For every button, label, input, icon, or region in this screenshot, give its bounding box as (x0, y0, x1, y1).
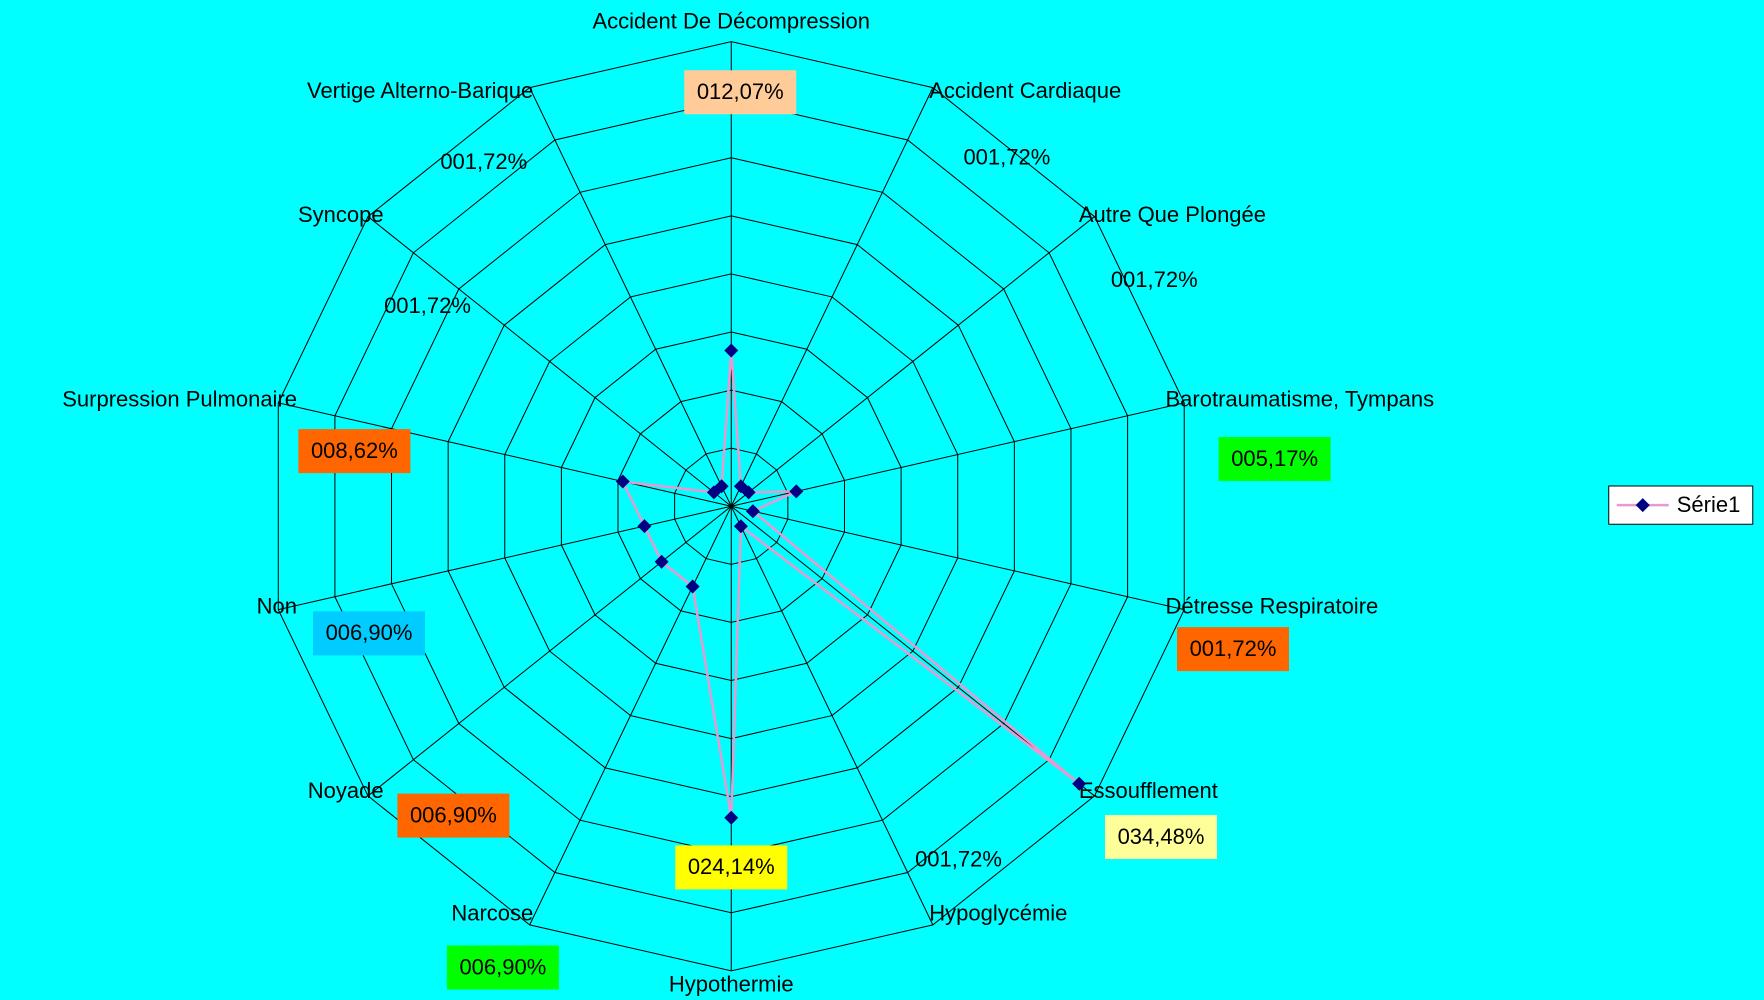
value-label: 034,48% (1118, 824, 1205, 849)
marker (745, 504, 760, 519)
category-label: Hypothermie (669, 971, 794, 996)
category-label: Narcose (451, 900, 533, 925)
spoke (730, 505, 1095, 797)
marker (733, 519, 748, 534)
category-label: Barotraumatisme, Tympans (1166, 386, 1435, 411)
value-label: 006,90% (410, 802, 497, 827)
value-label-box (298, 429, 411, 474)
value-label-box (1177, 627, 1289, 672)
marker (685, 579, 700, 594)
category-label: Hypoglycémie (929, 900, 1067, 925)
marker (1072, 776, 1087, 791)
marker (714, 479, 729, 494)
value-label: 005,17% (1231, 446, 1318, 471)
category-label: Accident De Décompression (592, 8, 870, 33)
value-label-box (1218, 437, 1331, 481)
legend-label: Série1 (1677, 492, 1741, 517)
spoke (731, 402, 1185, 507)
category-label: Autre Que Plongée (1079, 202, 1266, 227)
marker (724, 810, 739, 825)
legend-marker (1635, 498, 1650, 513)
value-label-box (446, 945, 559, 990)
marker (789, 484, 804, 499)
category-label: Essoufflement (1079, 778, 1218, 803)
spoke (730, 216, 1095, 507)
spoke (278, 402, 732, 507)
spoke (367, 216, 732, 507)
marker (741, 485, 756, 500)
value-label: 008,62% (311, 438, 398, 463)
marker (724, 343, 739, 358)
value-label-box (675, 845, 788, 890)
value-label-box (684, 70, 797, 115)
value-label: 001,72% (963, 144, 1050, 169)
value-label: 001,72% (384, 293, 471, 318)
value-label: 001,72% (1190, 636, 1277, 661)
spoke (730, 87, 934, 507)
category-label: Surpression Pulmonaire (62, 386, 297, 411)
marker (654, 554, 669, 569)
spoke (731, 505, 1185, 611)
spoke (367, 505, 732, 797)
category-label: Vertige Alterno-Barique (307, 78, 533, 103)
spoke (529, 506, 732, 926)
category-label: Syncope (298, 202, 384, 227)
spoke (730, 506, 934, 926)
value-label: 006,90% (326, 620, 413, 645)
category-label: Détresse Respiratoire (1166, 593, 1379, 618)
spoke (529, 87, 732, 507)
value-label: 006,90% (459, 954, 546, 979)
value-label-box (313, 611, 425, 656)
marker (637, 519, 652, 534)
value-label-box (1105, 815, 1217, 859)
category-label: Non (257, 593, 297, 618)
marker (615, 474, 630, 489)
category-label: Accident Cardiaque (929, 78, 1121, 103)
category-label: Noyade (308, 778, 384, 803)
value-label: 001,72% (1111, 267, 1198, 292)
value-label-box (397, 793, 510, 838)
value-label: 001,72% (915, 846, 1002, 871)
value-label: 012,07% (697, 79, 784, 104)
value-label: 001,72% (440, 149, 527, 174)
spoke (278, 505, 732, 611)
value-label: 024,14% (688, 854, 775, 879)
